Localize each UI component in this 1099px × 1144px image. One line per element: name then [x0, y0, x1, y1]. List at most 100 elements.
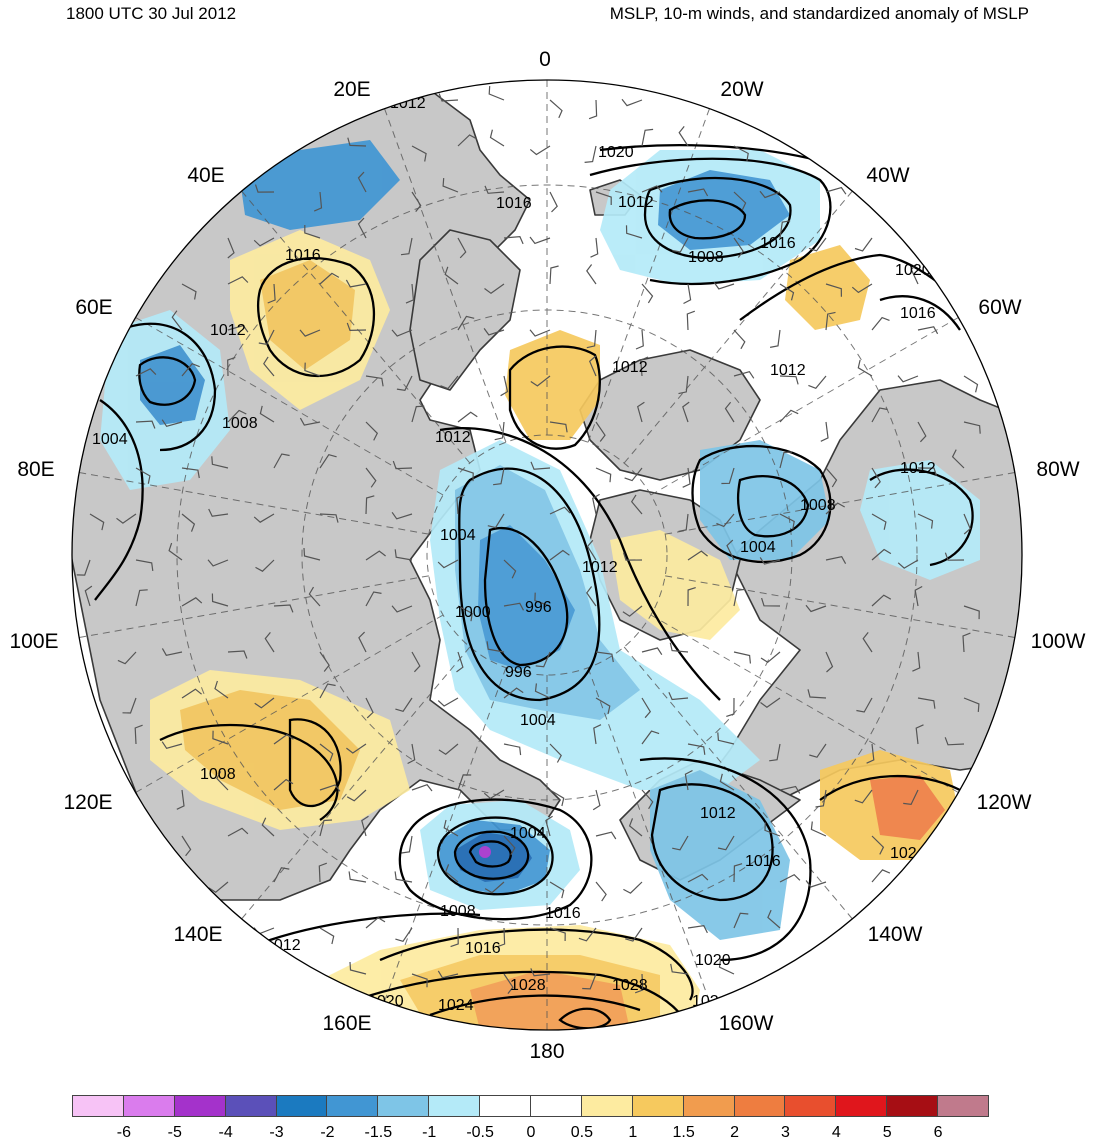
isobar-contour: [668, 199, 747, 240]
colorbar-box: [784, 1095, 837, 1117]
wind-barb: [168, 542, 183, 561]
longitude-labels: 0 20W 40W 60W 80W 100W 120W 140W 160W 18…: [9, 48, 1085, 1063]
wind-barb: [963, 605, 980, 620]
wind-barb: [912, 651, 921, 672]
wind-barb: [871, 467, 881, 489]
wind-barb: [457, 237, 467, 259]
wind-barb: [503, 559, 517, 579]
wind-barb: [117, 651, 137, 665]
isobar-contour: [869, 468, 974, 567]
wind-barb: [529, 236, 551, 245]
wind-barb: [719, 773, 735, 791]
colorbar-box: [72, 1095, 124, 1117]
wind-barb: [590, 237, 599, 258]
wind-barb: [637, 401, 645, 423]
isobar-label: 1008: [440, 903, 476, 920]
wind-barb: [857, 359, 873, 377]
wind-barb: [682, 467, 691, 488]
wind-barb: [308, 586, 321, 607]
wind-barb: [866, 743, 875, 764]
wind-barb: [319, 784, 341, 792]
isobar-label: 1020: [895, 262, 931, 279]
anomaly-area-iceland-core: [658, 170, 790, 250]
longitude-label-60e: 60E: [75, 296, 112, 319]
wind-barb: [549, 881, 565, 899]
wind-barb: [678, 375, 689, 395]
wind-barb: [207, 559, 229, 567]
wind-barb: [171, 310, 183, 331]
wind-barb: [549, 506, 571, 515]
wind-barb: [450, 927, 459, 948]
wind-barb: [394, 549, 413, 561]
colorbar-box: [580, 1095, 633, 1117]
wind-barb: [319, 454, 337, 469]
colorbar-tick-label: 1: [628, 1124, 638, 1141]
wind-barb: [733, 191, 747, 211]
colorbar-tick-label: 1.5: [672, 1124, 695, 1141]
wind-barb: [411, 651, 421, 673]
wind-barb: [444, 864, 459, 883]
isobar-label: 1016: [745, 853, 781, 870]
wind-barb: [808, 375, 827, 390]
wind-barb: [396, 375, 413, 391]
wind-barb: [135, 467, 151, 484]
wind-barb: [134, 724, 143, 745]
wind-barb: [825, 467, 838, 488]
isobar-label: 1020: [598, 144, 634, 161]
wind-barb: [805, 604, 827, 613]
isobar-label: 1004: [740, 539, 776, 556]
wind-barb: [348, 871, 367, 883]
colorbar-box: [377, 1095, 430, 1117]
isobar-contour: [879, 295, 961, 331]
wind-barb: [549, 265, 559, 285]
wind-barb: [457, 605, 473, 622]
wind-barb: [457, 315, 475, 331]
wind-barb: [733, 329, 746, 350]
wind-barb: [411, 191, 422, 212]
wind-barb: [733, 588, 746, 607]
isobar-contour: [468, 840, 512, 868]
wind-barb: [483, 789, 505, 800]
wind-barb: [208, 508, 229, 517]
wind-barb: [635, 329, 644, 350]
wind-barb: [717, 835, 735, 851]
wind-barb: [825, 311, 836, 331]
isobar-label: 996: [505, 664, 532, 681]
wind-barb: [365, 916, 386, 929]
wind-barb: [779, 785, 801, 794]
wind-barb: [503, 743, 522, 756]
wind-barb: [261, 817, 275, 837]
isobar-contour: [436, 816, 554, 896]
colorbar-box: [733, 1095, 786, 1117]
wind-barb: [319, 743, 334, 762]
wind-barb: [457, 134, 477, 147]
wind-barb: [318, 862, 328, 883]
wind-barb: [263, 356, 275, 377]
wind-barb: [135, 559, 154, 571]
wind-barb: [640, 356, 649, 377]
wind-barb: [624, 467, 643, 482]
wind-barb: [456, 494, 465, 515]
wind-barb: [319, 651, 330, 672]
wind-barb: [623, 881, 643, 894]
wind-barb: [357, 171, 367, 193]
wind-barb: [411, 783, 433, 792]
wind-barb: [578, 927, 597, 942]
wind-barb: [779, 220, 791, 239]
isobar-contour: [439, 427, 721, 701]
wind-barb: [407, 743, 416, 765]
wind-barb: [641, 697, 652, 719]
wind-barb: [764, 822, 781, 837]
wind-barb: [493, 467, 505, 486]
anomaly-area-mongolia-core: [180, 690, 360, 810]
isobar-contour: [94, 399, 144, 601]
wind-barb: [345, 279, 367, 288]
wind-barb: [273, 867, 290, 883]
wind-barb: [437, 697, 459, 707]
wind-barb: [84, 585, 93, 607]
isobar-label: 1012: [700, 805, 736, 822]
wind-barb: [534, 683, 551, 699]
longitude-label-140e: 140E: [173, 923, 222, 946]
longitude-label-100e: 100E: [9, 630, 58, 653]
wind-barb: [595, 421, 606, 442]
